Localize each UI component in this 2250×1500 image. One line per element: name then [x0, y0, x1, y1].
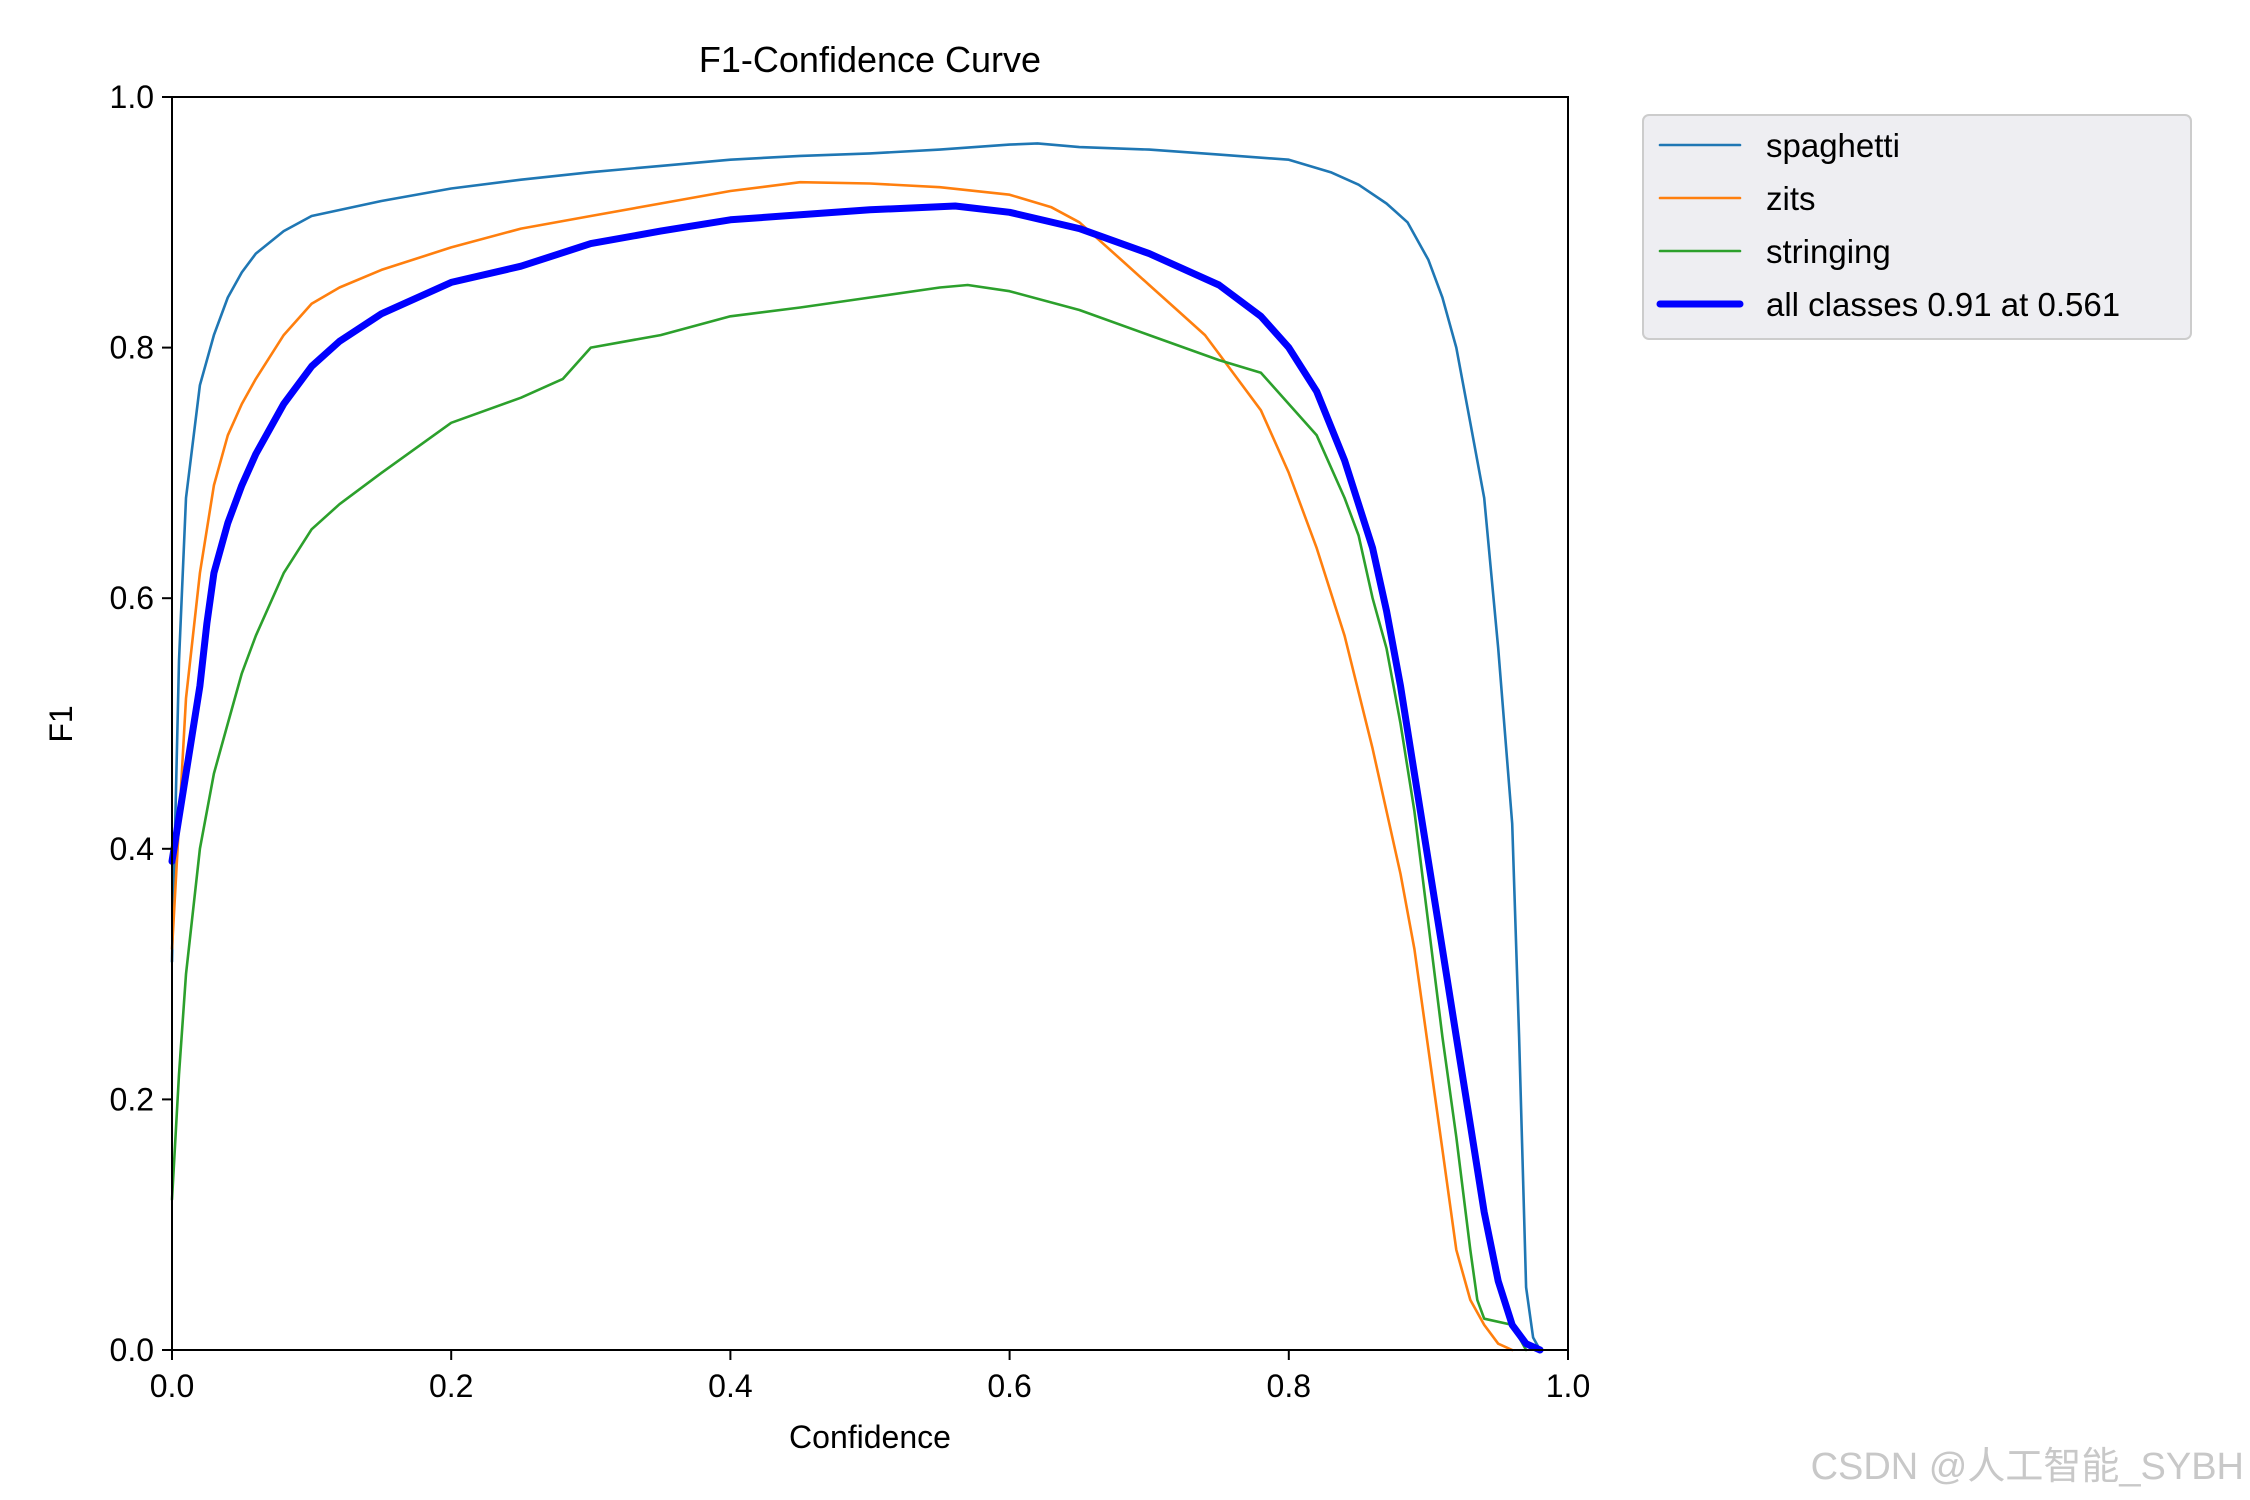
- x-axis-ticks: 0.0 0.2 0.4 0.6 0.8 1.0: [150, 1350, 1590, 1404]
- y-tick-label: 0.6: [110, 580, 154, 616]
- y-tick-label: 1.0: [110, 79, 154, 115]
- y-tick-label: 0.2: [110, 1081, 154, 1117]
- x-tick-label: 0.2: [429, 1368, 473, 1404]
- x-tick-label: 0.6: [987, 1368, 1031, 1404]
- chart-title: F1-Confidence Curve: [699, 39, 1041, 80]
- y-axis-title: F1: [43, 705, 79, 742]
- y-tick-label: 0.0: [110, 1332, 154, 1368]
- x-tick-label: 0.4: [708, 1368, 752, 1404]
- watermark: CSDN @人工智能_SYBH: [1810, 1446, 2244, 1488]
- plot-frame: [171, 96, 1569, 1351]
- legend-items: spaghetti zits stringing all classes 0.91 a…: [1656, 127, 2120, 323]
- series-line-all-classes-0-91-at-0-561: [168, 202, 1544, 1354]
- y-tick-label: 0.8: [110, 330, 154, 366]
- legend-label-all-classes-0-91-at-0-561: all classes 0.91 at 0.561: [1766, 286, 2120, 323]
- legend-label-zits: zits: [1766, 180, 1816, 217]
- y-axis-ticks: 0.0 0.2 0.4 0.6 0.8 1.0: [110, 79, 172, 1368]
- series-line-spaghetti: [170, 142, 1542, 1352]
- y-tick-label: 0.4: [110, 831, 154, 867]
- x-axis-title: Confidence: [789, 1419, 951, 1455]
- legend-label-spaghetti: spaghetti: [1766, 127, 1900, 164]
- legend-label-stringing: stringing: [1766, 233, 1891, 270]
- x-tick-label: 0.0: [150, 1368, 194, 1404]
- x-tick-label: 0.8: [1267, 1368, 1311, 1404]
- legend: spaghetti zits stringing all classes 0.91 a…: [1642, 114, 2192, 340]
- plot-lines: [168, 142, 1544, 1354]
- legend-box: [1642, 114, 2192, 340]
- x-tick-label: 1.0: [1546, 1368, 1590, 1404]
- series-line-zits: [170, 180, 1514, 1352]
- series-line-stringing: [170, 283, 1528, 1352]
